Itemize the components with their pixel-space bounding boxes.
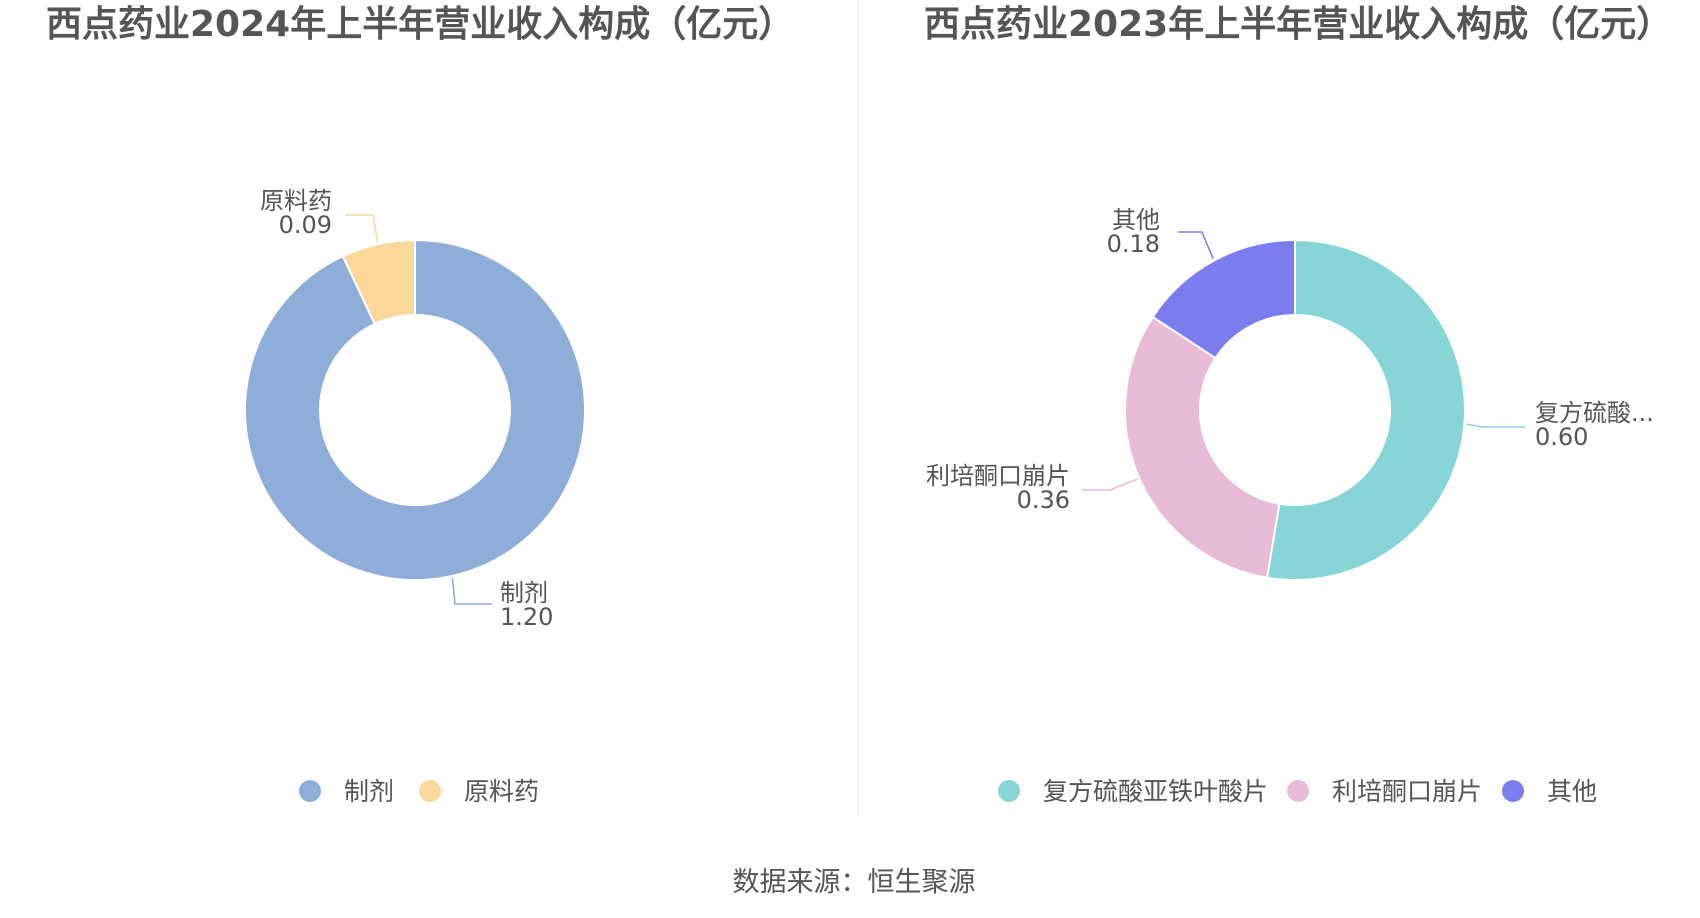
donut-2023-slice-1 xyxy=(1124,315,1281,579)
legend-marker-0[interactable] xyxy=(998,780,1020,802)
slice-label-name-1: 原料药 xyxy=(260,187,332,215)
leader-line-0 xyxy=(1466,423,1525,428)
leader-line-1 xyxy=(1082,478,1138,491)
legend-marker-1[interactable] xyxy=(419,780,441,802)
slice-label-value-0: 1.20 xyxy=(500,603,553,631)
donut-2023-slice-0 xyxy=(1265,238,1466,581)
chart-title-2024: 西点药业2024年上半年营业收入构成（亿元） xyxy=(46,4,794,45)
donut-2024-slice-0 xyxy=(244,238,586,581)
legend-label-2[interactable]: 其他 xyxy=(1547,777,1597,806)
legend-label-0[interactable]: 制剂 xyxy=(344,777,394,806)
legend-label-1[interactable]: 原料药 xyxy=(464,777,539,806)
leader-line-2 xyxy=(1178,231,1214,260)
slice-label-value-1: 0.09 xyxy=(279,211,332,239)
slice-label-name-1: 利培酮口崩片 xyxy=(926,462,1070,490)
legend-2024: 制剂 原料药 xyxy=(299,777,539,806)
slice-label-name-0: 制剂 xyxy=(500,579,548,607)
slice-label-name-0: 复方硫酸... xyxy=(1535,399,1654,427)
data-source: 数据来源：恒生聚源 xyxy=(733,867,976,898)
legend-label-0[interactable]: 复方硫酸亚铁叶酸片 xyxy=(1043,777,1268,806)
chart-title-2023: 西点药业2023年上半年营业收入构成（亿元） xyxy=(924,4,1672,45)
donut-2024-slice-1 xyxy=(341,238,416,326)
chart-2023: 西点药业2023年上半年营业收入构成（亿元） 复方硫酸...0.60 利培酮口崩片… xyxy=(924,4,1672,806)
legend-marker-2[interactable] xyxy=(1502,780,1524,802)
slice-label-name-2: 其他 xyxy=(1112,206,1160,234)
leader-line-1 xyxy=(345,214,379,243)
legend-marker-1[interactable] xyxy=(1287,780,1309,802)
slice-label-value-1: 0.36 xyxy=(1017,486,1070,514)
donut-2024 xyxy=(244,238,586,581)
donut-2023-slice-2 xyxy=(1151,238,1296,360)
legend-marker-0[interactable] xyxy=(299,780,321,802)
slice-label-value-0: 0.60 xyxy=(1535,423,1588,451)
legend-2023: 复方硫酸亚铁叶酸片 利培酮口崩片 其他 xyxy=(998,777,1597,806)
chart-2024: 西点药业2024年上半年营业收入构成（亿元） 制剂1.20原料药0.09 制剂原… xyxy=(46,4,794,806)
donut-2023 xyxy=(1124,238,1466,581)
legend-label-1[interactable]: 利培酮口崩片 xyxy=(1332,777,1482,806)
slice-label-value-2: 0.18 xyxy=(1107,230,1160,258)
leader-line-0 xyxy=(451,577,492,605)
